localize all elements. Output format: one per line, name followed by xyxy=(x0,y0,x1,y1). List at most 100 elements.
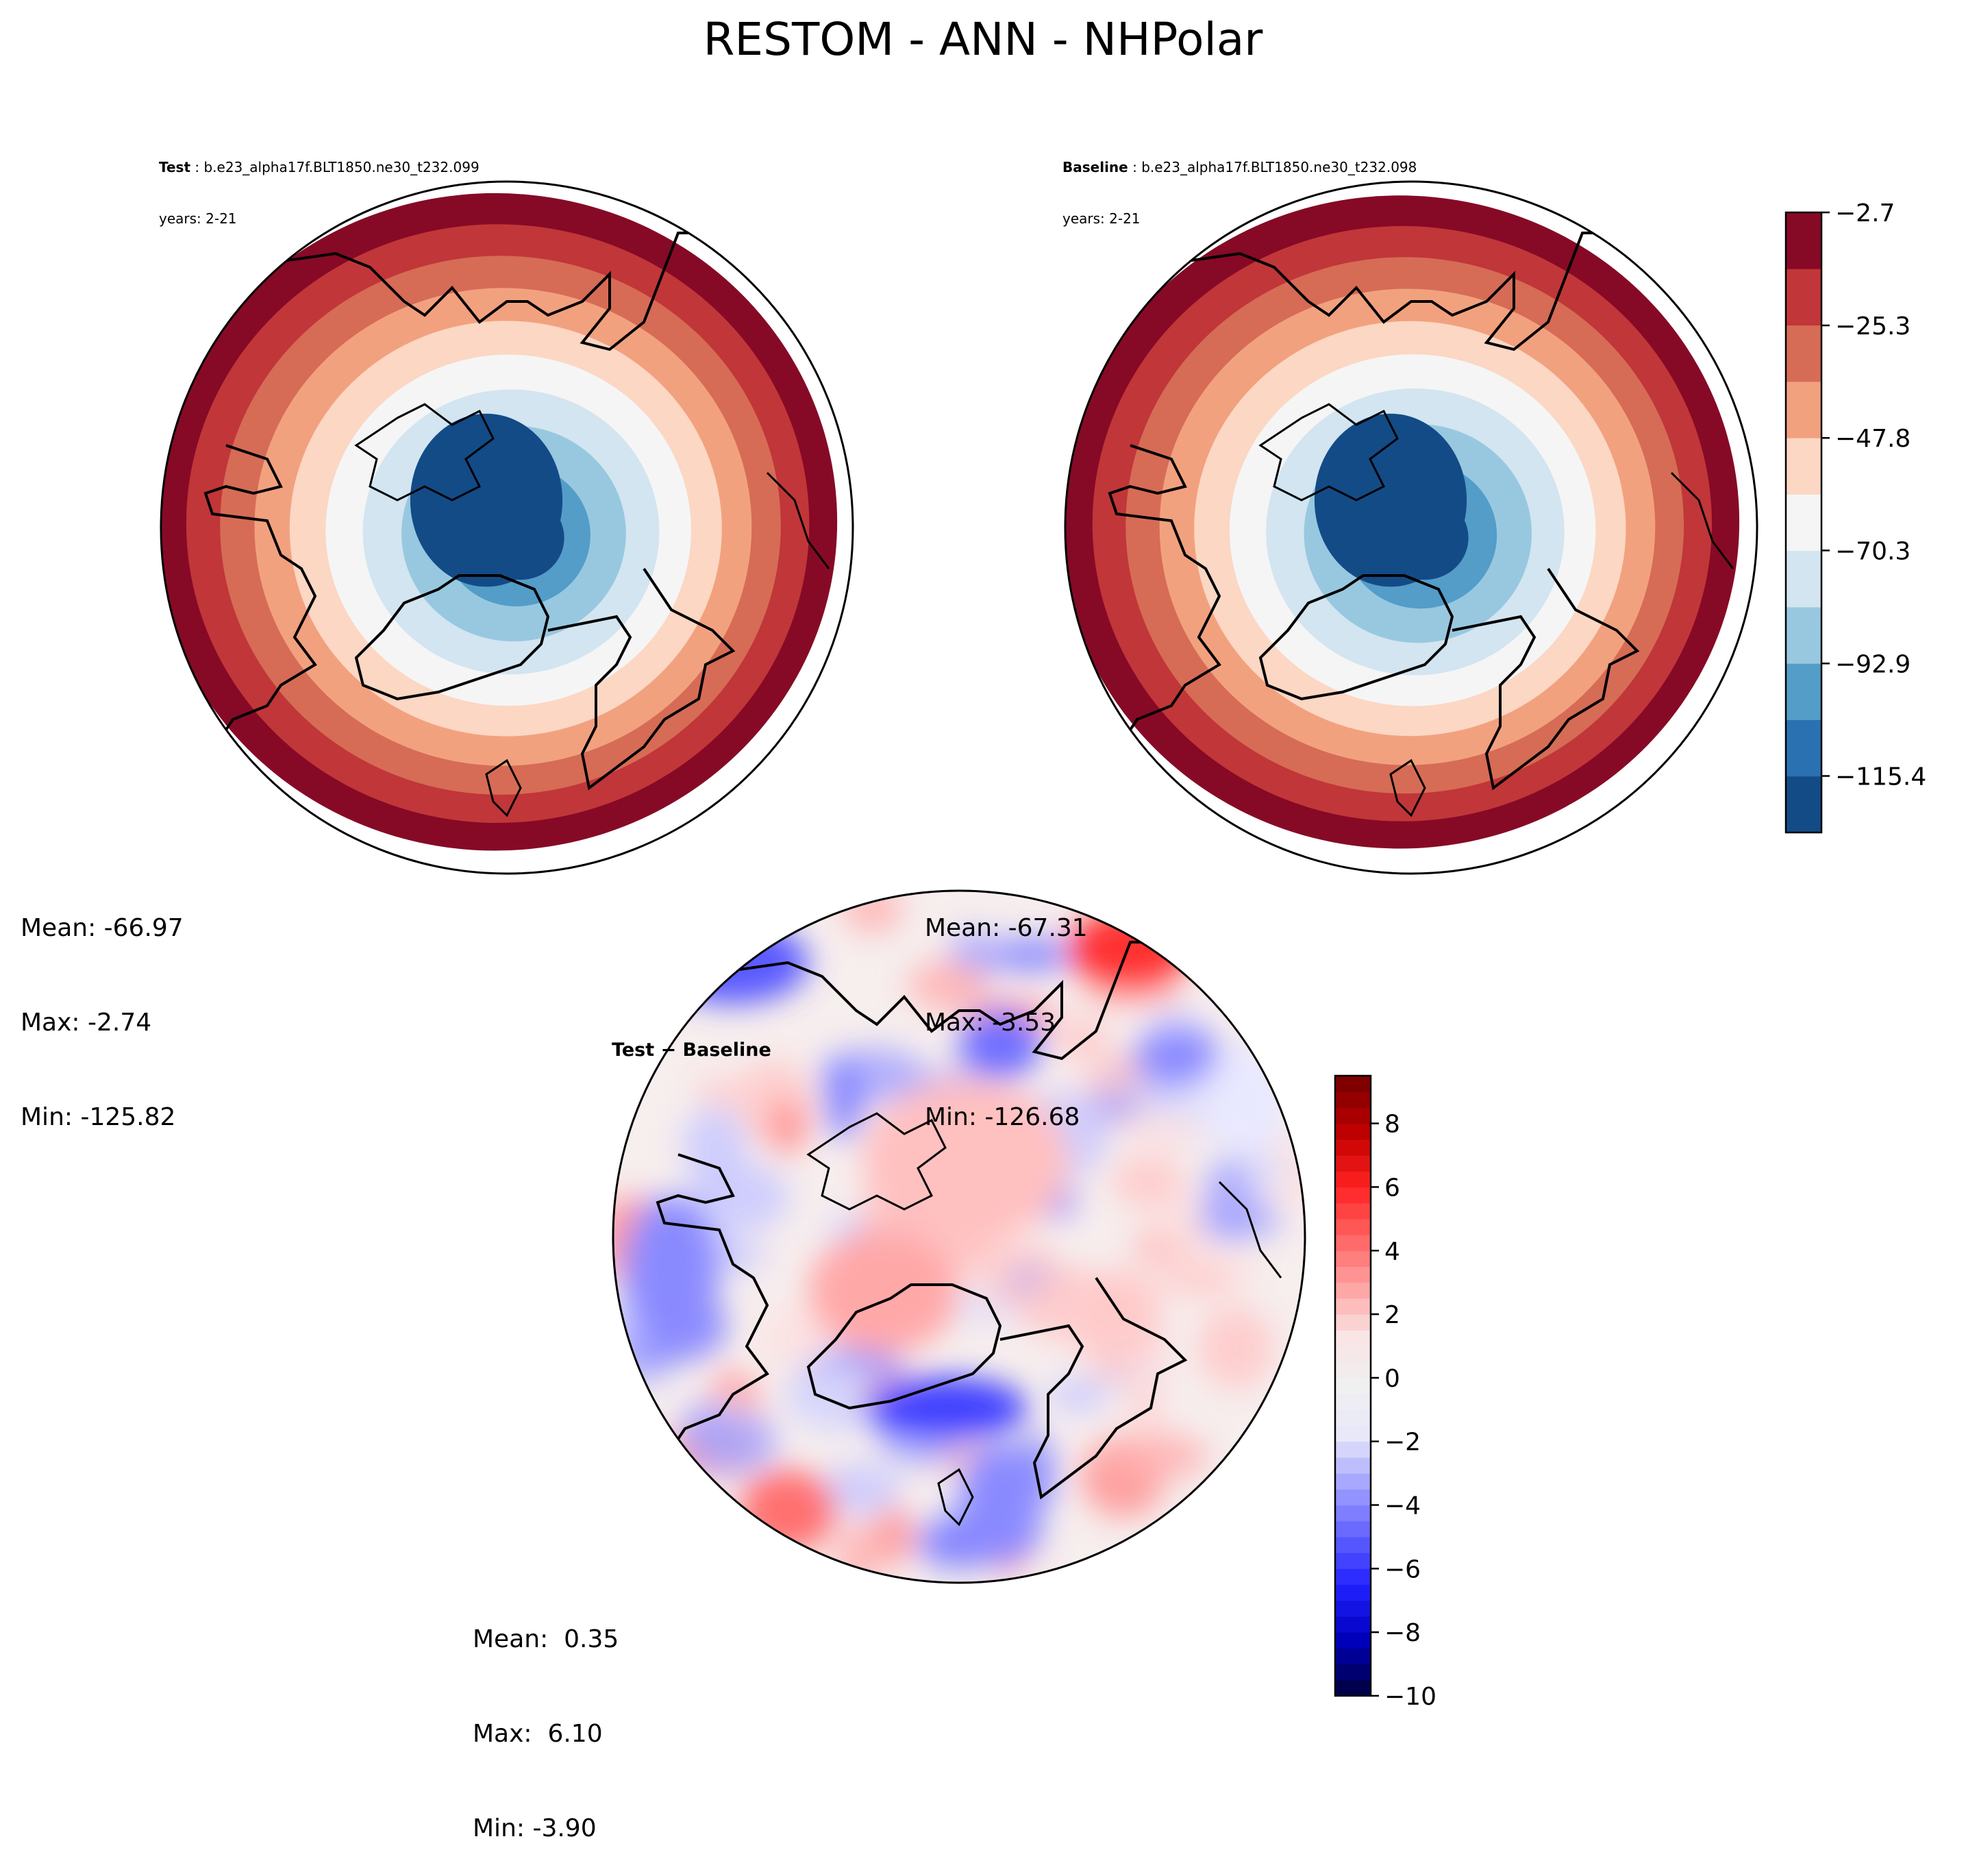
diff-anomaly-patch xyxy=(1086,1268,1161,1329)
colorbar-restom-segment xyxy=(1786,776,1821,833)
test-label: Test xyxy=(159,159,191,175)
colorbar-diff-segment xyxy=(1335,1520,1371,1538)
colorbar-diff-segment xyxy=(1335,1425,1371,1442)
colorbar-restom-tick-label: −2.7 xyxy=(1835,199,1895,227)
colorbar-diff-tick-label: 2 xyxy=(1384,1301,1400,1329)
colorbar-diff-segment xyxy=(1335,1107,1371,1124)
colorbar-diff-segment xyxy=(1335,1489,1371,1506)
colorbar-diff-segment xyxy=(1335,1155,1371,1172)
colorbar-diff: −10 −8 −6 −4 −2 0 2 4 6 8 xyxy=(1334,1074,1436,1711)
colorbar-diff-tick-label: −6 xyxy=(1384,1555,1421,1583)
diff-anomaly-patch xyxy=(818,1464,901,1515)
colorbar-diff-segment xyxy=(1335,1536,1371,1553)
colorbar-diff-segment xyxy=(1335,1394,1371,1410)
baseline-case: b.e23_alpha17f.BLT1850.ne30_t232.098 xyxy=(1141,159,1417,175)
colorbar-diff-segment xyxy=(1335,1123,1371,1140)
diff-anomaly-patch xyxy=(683,1411,777,1474)
colorbar-diff-segment xyxy=(1335,1330,1371,1347)
diff-anomaly-feature xyxy=(959,1442,1041,1566)
colorbar-diff-tick-label: −2 xyxy=(1384,1429,1421,1457)
diff-anomaly-patch xyxy=(1160,1266,1237,1296)
colorbar-diff-segment xyxy=(1335,1314,1371,1331)
colorbar-restom-tick-label: −92.9 xyxy=(1835,650,1911,678)
colorbar-diff-segment xyxy=(1335,1202,1371,1220)
diff-anomaly-feature xyxy=(1206,1045,1288,1155)
figure-canvas: RESTOM - ANN - NHPolar −2.7 −25.3 −47.8 −70… xyxy=(160,13,1926,1711)
diff-anomaly-patch xyxy=(1132,1114,1199,1148)
diff-stats: Mean: 0.35 Max: 6.10 Min: -3.90 xyxy=(473,1561,619,1876)
baseline-years: years: 2-21 xyxy=(1062,210,1141,227)
diff-anomaly-patch xyxy=(1087,1090,1141,1121)
test-map xyxy=(161,193,838,851)
colorbar-diff-segment xyxy=(1335,1091,1371,1109)
colorbar-restom-frame xyxy=(1784,211,1823,834)
diff-anomaly-patch xyxy=(1133,1028,1223,1085)
test-max: Max: -2.74 xyxy=(21,1009,152,1037)
colorbar-diff-tick-label: 0 xyxy=(1384,1365,1400,1393)
colorbar-diff-segment xyxy=(1335,1235,1371,1251)
diff-map-border xyxy=(612,889,1306,1584)
baseline-max: Max: -3.53 xyxy=(925,1009,1056,1037)
colorbar-diff-segment xyxy=(1335,1346,1371,1363)
colorbar-restom-segment xyxy=(1786,381,1821,439)
colorbar-diff-frame xyxy=(1334,1074,1372,1697)
colorbar-diff-segment xyxy=(1335,1377,1371,1394)
colorbar-diff-segment xyxy=(1335,1584,1371,1601)
colorbar-diff-segment xyxy=(1335,1648,1371,1665)
test-years: years: 2-21 xyxy=(159,210,237,227)
diff-anomaly-patch xyxy=(824,1058,864,1141)
baseline-label: Baseline xyxy=(1062,159,1128,175)
diff-anomaly-patch xyxy=(1203,1157,1256,1243)
diff-anomaly-feature xyxy=(863,1079,1069,1244)
diff-anomaly-feature xyxy=(863,1377,1028,1439)
diff-max: Max: 6.10 xyxy=(473,1720,603,1748)
colorbar-restom-segment xyxy=(1786,719,1821,777)
colorbar-diff-tick-label: −4 xyxy=(1384,1492,1421,1520)
test-case: b.e23_alpha17f.BLT1850.ne30_t232.099 xyxy=(203,159,480,175)
diff-anomaly-feature xyxy=(623,1196,719,1346)
colorbar-restom-tick-label: −47.8 xyxy=(1835,425,1911,453)
diff-anomaly-patch xyxy=(1112,1155,1184,1209)
colorbar-restom-tick-label: −70.3 xyxy=(1835,537,1911,565)
colorbar-restom-segment xyxy=(1786,606,1821,664)
diff-anomaly-patch xyxy=(1049,1378,1108,1412)
baseline-header: Baseline : b.e23_alpha17f.BLT1850.ne30_t… xyxy=(1062,159,1417,227)
colorbar-diff-tick-label: −8 xyxy=(1384,1619,1421,1647)
diff-anomaly-feature xyxy=(959,1011,1041,1079)
diff-anomaly-patch xyxy=(1197,1306,1274,1390)
colorbar-diff-tick-label: 6 xyxy=(1384,1174,1400,1202)
figure-title: RESTOM - ANN - NHPolar xyxy=(704,13,1264,66)
baseline-pole-core xyxy=(1314,413,1467,587)
colorbar-diff-segment xyxy=(1335,1679,1371,1696)
colorbar-diff-segment xyxy=(1335,1409,1371,1427)
colorbar-diff-segment xyxy=(1335,1616,1371,1633)
diff-anomaly-patch xyxy=(1125,1351,1165,1404)
colorbar-diff-segment xyxy=(1335,1139,1371,1156)
diff-anomaly-patch xyxy=(1102,1434,1209,1479)
diff-anomaly-patch xyxy=(834,1523,880,1583)
colorbar-diff-segment xyxy=(1335,1282,1371,1299)
colorbar-diff-segment xyxy=(1335,1250,1371,1268)
colorbar-diff-segment xyxy=(1335,1266,1371,1283)
diff-header: Test − Baseline xyxy=(612,1007,771,1076)
colorbar-diff-segment xyxy=(1335,1457,1371,1474)
colorbar-restom-segment xyxy=(1786,663,1821,720)
baseline-min: Min: -126.68 xyxy=(925,1103,1080,1131)
test-header: Test : b.e23_alpha17f.BLT1850.ne30_t232.… xyxy=(159,159,480,227)
colorbar-restom-segment xyxy=(1786,269,1821,326)
colorbar-diff-segment xyxy=(1335,1298,1371,1315)
colorbar-diff-tick-label: 4 xyxy=(1384,1237,1400,1266)
diff-min: Min: -3.90 xyxy=(473,1814,597,1842)
colorbar-restom-tick-label: −25.3 xyxy=(1835,312,1911,341)
colorbar-diff-tick-label: −10 xyxy=(1384,1683,1436,1711)
diff-anomaly-feature xyxy=(808,1230,959,1353)
colorbar-restom-segment xyxy=(1786,325,1821,382)
colorbar-restom-segment xyxy=(1786,550,1821,608)
colorbar-restom-tick-label: −115.4 xyxy=(1835,763,1926,791)
test-stats: Mean: -66.97 Max: -2.74 Min: -125.82 xyxy=(21,850,184,1165)
diff-anomaly-patch xyxy=(1054,1018,1109,1061)
colorbar-restom-segment xyxy=(1786,212,1821,269)
test-pole-core xyxy=(410,413,563,587)
colorbar-diff-segment xyxy=(1335,1218,1371,1235)
diff-anomaly-patch xyxy=(908,960,988,1011)
